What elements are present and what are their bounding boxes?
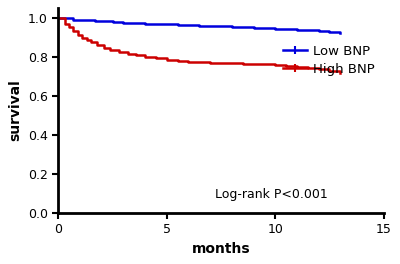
X-axis label: months: months xyxy=(192,242,250,256)
Y-axis label: survival: survival xyxy=(8,80,22,142)
Text: Log-rank P<0.001: Log-rank P<0.001 xyxy=(214,188,327,201)
Legend: Low BNP, High BNP: Low BNP, High BNP xyxy=(278,39,380,81)
